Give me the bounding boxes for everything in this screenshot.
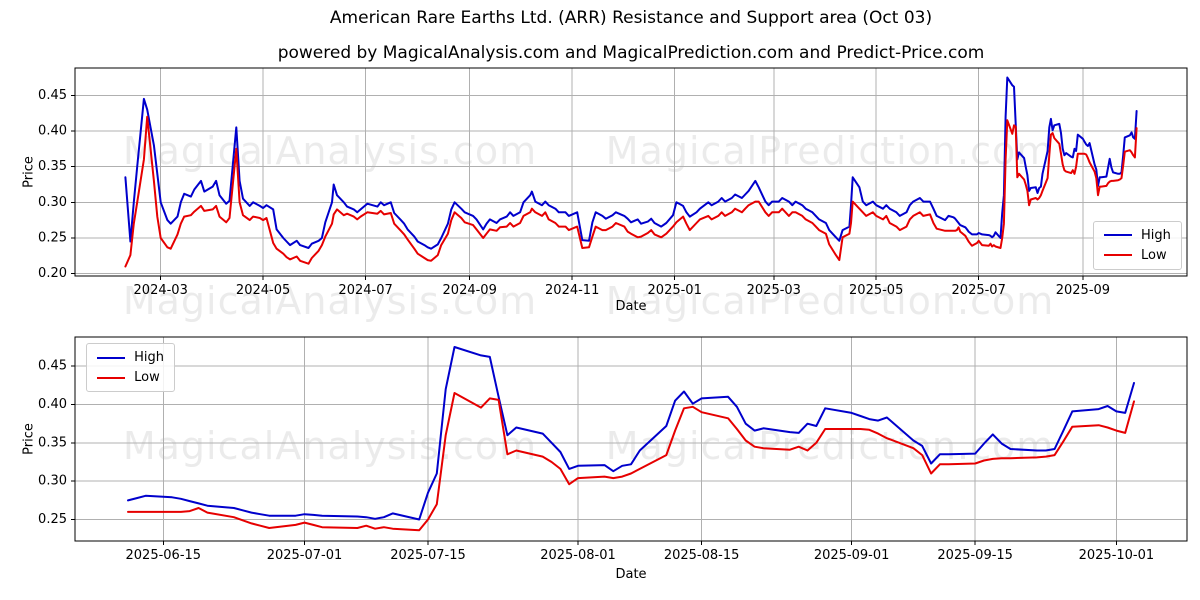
- bottom-chart-legend: High Low: [86, 343, 175, 393]
- y-tick-label: 0.30: [38, 195, 67, 210]
- y-tick-label: 0.35: [38, 159, 67, 174]
- watermark-text: MagicalAnalysis.com: [122, 129, 538, 173]
- high-line-swatch: [1104, 234, 1133, 237]
- watermark-text: MagicalPrediction.com: [605, 424, 1055, 468]
- figure-title: American Rare Earths Ltd. (ARR) Resistan…: [329, 8, 933, 28]
- legend-label: Low: [134, 370, 160, 386]
- y-tick-label: 0.25: [38, 231, 67, 246]
- top-x-axis-label: Date: [615, 299, 647, 314]
- legend-label: Low: [1141, 247, 1167, 263]
- legend-label: High: [134, 350, 164, 366]
- legend-entry-high: High: [97, 350, 164, 365]
- top-y-axis-label: Price: [21, 156, 37, 188]
- y-tick-label: 0.45: [38, 359, 67, 374]
- x-tick-label: 2025-08-15: [664, 548, 740, 563]
- x-tick-label: 2025-07-15: [390, 548, 466, 563]
- legend-entry-low: Low: [97, 370, 164, 385]
- watermark-text: MagicalAnalysis.com: [122, 424, 538, 468]
- y-tick-label: 0.30: [38, 474, 67, 489]
- watermark-text: MagicalPrediction.com: [605, 129, 1055, 173]
- x-tick-label: 2025-09-01: [814, 548, 890, 563]
- x-tick-label: 2025-09: [1056, 283, 1110, 298]
- y-tick-label: 0.35: [38, 435, 67, 450]
- y-tick-label: 0.40: [38, 397, 67, 412]
- y-tick-label: 0.45: [38, 88, 67, 103]
- x-tick-label: 2025-10-01: [1079, 548, 1155, 563]
- x-tick-label: 2025-09-15: [937, 548, 1013, 563]
- high-line-swatch: [97, 356, 126, 359]
- legend-label: High: [1141, 227, 1171, 243]
- y-tick-label: 0.25: [38, 512, 67, 527]
- x-tick-label: 2025-07-01: [267, 548, 343, 563]
- low-line-swatch: [97, 376, 126, 379]
- top-chart-legend: High Low: [1093, 220, 1182, 270]
- bottom-x-axis-label: Date: [615, 567, 647, 582]
- x-tick-label: 2025-06-15: [126, 548, 202, 563]
- low-line-swatch: [1104, 254, 1133, 257]
- bottom-y-axis-label: Price: [21, 423, 37, 455]
- legend-entry-high: High: [1104, 228, 1171, 243]
- figure-subtitle: powered by MagicalAnalysis.com and Magic…: [277, 43, 985, 63]
- y-tick-label: 0.20: [38, 266, 67, 281]
- x-tick-label: 2024-11: [545, 283, 599, 298]
- y-tick-label: 0.40: [38, 124, 67, 139]
- x-tick-label: 2025-08-01: [540, 548, 616, 563]
- watermark-text: MagicalPrediction.com: [605, 279, 1055, 323]
- watermark-text: MagicalAnalysis.com: [122, 279, 538, 323]
- legend-entry-low: Low: [1104, 248, 1171, 263]
